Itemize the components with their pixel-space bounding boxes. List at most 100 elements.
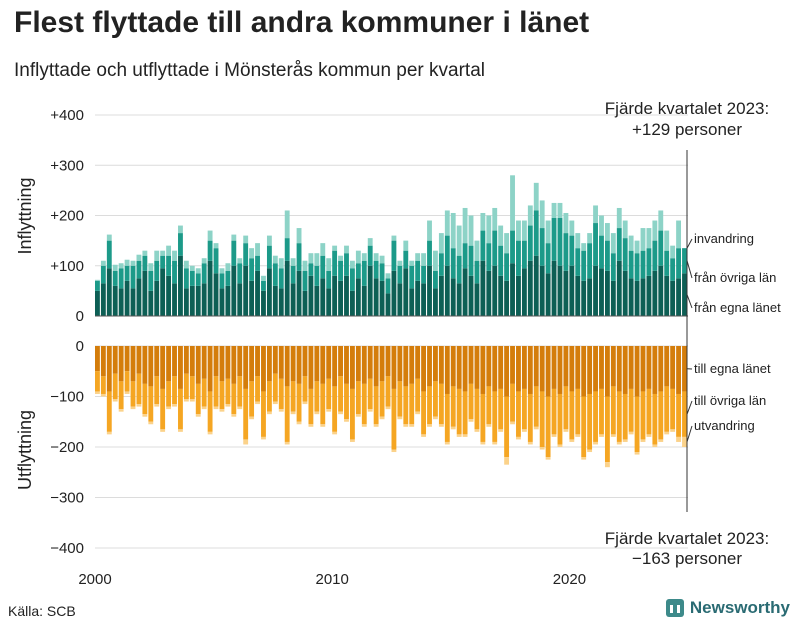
- outflow-bar: [207, 391, 213, 432]
- inflow-bar: [284, 210, 290, 239]
- inflow-bar: [249, 258, 255, 281]
- inflow-bar: [498, 245, 504, 276]
- outflow-bar: [433, 381, 438, 417]
- outflow-bar: [634, 452, 640, 455]
- inflow-bar: [533, 255, 539, 316]
- inflow-bar: [510, 230, 515, 264]
- inflow-bar: [474, 283, 480, 316]
- inflow-bar: [575, 233, 581, 249]
- inflow-bar: [527, 205, 533, 226]
- inflow-bar: [326, 270, 332, 289]
- inflow-bar: [604, 270, 610, 316]
- inflow-bar: [670, 258, 676, 281]
- inflow-bar: [682, 273, 687, 316]
- outflow-bar: [154, 346, 160, 377]
- outflow-bar: [391, 346, 397, 389]
- inflow-bar: [219, 273, 225, 289]
- inflow-bar: [255, 270, 260, 316]
- outflow-bar: [415, 378, 421, 412]
- outflow-bar: [308, 388, 314, 425]
- outflow-bar: [344, 419, 349, 422]
- inflow-bar: [409, 288, 415, 316]
- inflow-bar: [261, 280, 266, 291]
- outflow-bar: [480, 393, 486, 442]
- outflow-bar: [154, 376, 160, 405]
- outflow-bar: [237, 376, 243, 407]
- inflow-bar: [195, 285, 201, 316]
- outflow-bar: [225, 404, 231, 407]
- y-tick-label: −100: [50, 389, 84, 406]
- outflow-bar: [308, 346, 314, 389]
- outflow-bar: [640, 439, 646, 442]
- outflow-bar: [296, 421, 302, 425]
- inflow-bar: [95, 280, 100, 291]
- outflow-bars: [95, 346, 687, 468]
- x-tick-label: 2010: [316, 571, 349, 588]
- brand-logo[interactable]: Newsworthy: [665, 598, 790, 618]
- outflow-bar: [320, 346, 326, 384]
- inflow-bar: [658, 230, 664, 266]
- outflow-bar: [664, 431, 670, 435]
- outflow-bar: [243, 439, 249, 445]
- outflow-bar: [599, 388, 604, 435]
- outflow-bar: [504, 457, 510, 465]
- inflow-bar: [516, 275, 521, 316]
- inflow-bar: [178, 255, 183, 316]
- inflow-bar: [438, 275, 444, 316]
- outflow-bar: [658, 346, 664, 392]
- outflow-bar: [480, 441, 486, 445]
- series-label-leader: [686, 425, 693, 443]
- outflow-bar: [249, 416, 255, 420]
- outflow-bar: [557, 346, 563, 394]
- inflow-bar: [308, 253, 314, 264]
- outflow-bar: [225, 378, 231, 405]
- inflow-bar: [551, 260, 557, 316]
- series-label-leader: [686, 260, 693, 279]
- inflow-bar: [213, 243, 219, 249]
- inflow-bar: [433, 250, 438, 271]
- inflow-bar: [338, 280, 343, 316]
- inflow-bar: [504, 280, 510, 316]
- outflow-bar: [468, 419, 474, 422]
- inflow-bar: [444, 265, 450, 316]
- inflow-bar: [367, 238, 373, 246]
- outflow-bar: [142, 414, 148, 417]
- inflow-bar: [201, 263, 207, 284]
- inflow-bar: [142, 250, 148, 256]
- inflow-bar: [397, 265, 403, 284]
- brand-name: Newsworthy: [689, 598, 790, 617]
- outflow-bar: [664, 346, 670, 387]
- inflow-bar: [160, 250, 166, 256]
- inflow-bar: [504, 253, 510, 281]
- y-tick-label: +100: [50, 258, 84, 275]
- inflow-bar: [142, 270, 148, 316]
- outflow-bar: [148, 421, 154, 425]
- outflow-bar: [438, 346, 444, 384]
- inflow-bar: [100, 260, 106, 266]
- inflow-bar: [178, 225, 183, 234]
- inflow-bar: [474, 260, 480, 284]
- inflow-bar: [154, 280, 160, 316]
- outflow-bar: [160, 388, 166, 430]
- outflow-bar: [326, 378, 332, 410]
- inflow-bar: [160, 268, 166, 316]
- outflow-bar: [397, 381, 403, 417]
- outflow-bar: [373, 386, 379, 425]
- outflow-bar: [521, 388, 527, 430]
- y-tick-label: +200: [50, 208, 84, 225]
- annotation-inflow-line2: +129 personer: [632, 120, 742, 139]
- inflow-bar: [106, 268, 112, 316]
- outflow-bar: [361, 346, 367, 384]
- inflow-bar: [166, 275, 172, 316]
- inflow-bar: [670, 245, 676, 259]
- inflow-bar: [421, 253, 427, 266]
- outflow-bar: [510, 383, 515, 422]
- outflow-bar: [539, 391, 545, 447]
- inflow-bar: [521, 220, 527, 241]
- inflow-bar: [118, 288, 124, 316]
- inflow-bar: [616, 207, 622, 229]
- inflow-bar: [237, 263, 243, 284]
- inflow-bar: [433, 288, 438, 316]
- outflow-bar: [219, 381, 225, 410]
- outflow-bar: [332, 431, 338, 435]
